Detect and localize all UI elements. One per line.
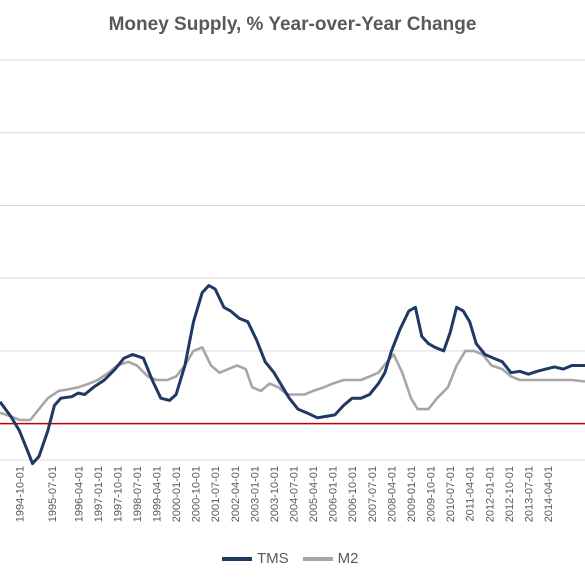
x-tick-label: 2004-07-01 <box>289 466 301 522</box>
series-lines <box>0 284 585 466</box>
x-tick-label: 1997-01-01 <box>93 466 105 522</box>
legend-swatch-tms <box>222 556 252 561</box>
x-tick-label: 2014-04-01 <box>543 466 555 522</box>
legend-item-m2: M2 <box>302 550 359 567</box>
x-tick-label: 2007-07-01 <box>367 466 379 522</box>
x-tick-label: 1998-07-01 <box>132 466 144 522</box>
x-tick-label: 2000-01-01 <box>171 466 183 522</box>
legend: TMS M2 <box>222 550 373 567</box>
x-tick-label: 2006-01-01 <box>328 466 340 522</box>
x-tick-label: 1996-04-01 <box>73 466 85 522</box>
x-tick-label: 2013-07-01 <box>523 466 535 522</box>
x-tick-label: 2008-04-01 <box>387 466 399 522</box>
x-tick-label: 2001-07-01 <box>210 466 222 522</box>
x-tick-label: 1997-10-01 <box>112 466 124 522</box>
x-axis-tick-labels: 1994-10-01 1995-07-01 1996-04-01 1997-01-01… <box>15 466 556 522</box>
x-tick-label: 2011-04-01 <box>465 466 477 521</box>
x-tick-label: 2009-10-01 <box>426 466 438 522</box>
x-tick-label: 2002-04-01 <box>230 466 242 522</box>
chart-title: Money Supply, % Year-over-Year Change <box>108 14 477 35</box>
x-tick-label: 2009-01-01 <box>406 466 418 522</box>
x-tick-label: 2005-04-01 <box>308 466 320 522</box>
x-tick-label: 2010-07-01 <box>445 466 457 522</box>
legend-item-tms: TMS <box>222 550 289 567</box>
series-line-m2 <box>0 345 585 422</box>
legend-label-m2: M2 <box>337 550 359 567</box>
legend-swatch-m2 <box>302 556 333 561</box>
series-line-tms <box>0 284 585 466</box>
x-tick-label: 2003-01-01 <box>249 466 261 522</box>
legend-label-tms: TMS <box>257 550 289 567</box>
x-tick-label: 2000-10-01 <box>191 466 203 522</box>
x-tick-label: 2012-10-01 <box>504 466 516 522</box>
x-tick-label: 2006-10-01 <box>347 466 359 522</box>
x-tick-label: 1995-07-01 <box>47 466 59 522</box>
x-tick-label: 2003-10-01 <box>269 466 281 522</box>
x-tick-label: 1994-10-01 <box>15 466 27 522</box>
x-tick-label: 2012-01-01 <box>484 466 496 522</box>
x-tick-label: 1999-04-01 <box>152 466 164 522</box>
